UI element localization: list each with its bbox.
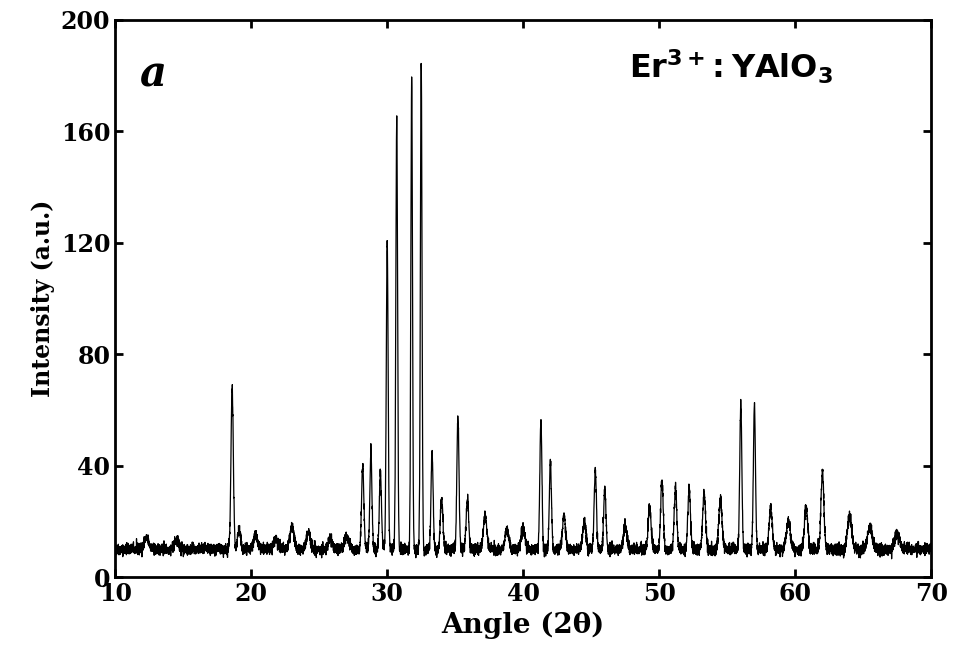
Y-axis label: Intensity (a.u.): Intensity (a.u.) [32,200,56,397]
Text: $\mathbf{Er^{3+}\!:YAlO_3}$: $\mathbf{Er^{3+}\!:YAlO_3}$ [630,48,833,86]
X-axis label: Angle (2θ): Angle (2θ) [442,611,605,639]
Text: a: a [139,53,167,95]
